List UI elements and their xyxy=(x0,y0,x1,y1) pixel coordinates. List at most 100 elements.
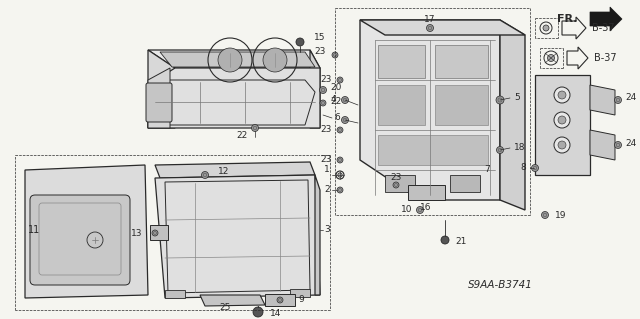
Polygon shape xyxy=(500,20,525,210)
Circle shape xyxy=(332,52,338,58)
Circle shape xyxy=(547,55,554,62)
Circle shape xyxy=(543,25,549,31)
Text: 17: 17 xyxy=(424,16,436,25)
Circle shape xyxy=(337,127,343,133)
Circle shape xyxy=(541,211,548,219)
Text: B-37: B-37 xyxy=(592,23,614,33)
Polygon shape xyxy=(360,20,525,35)
Text: 6: 6 xyxy=(334,114,340,122)
Polygon shape xyxy=(265,294,295,306)
Circle shape xyxy=(614,142,621,149)
Polygon shape xyxy=(200,295,265,306)
Text: 24: 24 xyxy=(625,93,636,102)
Polygon shape xyxy=(385,175,415,192)
Text: 23: 23 xyxy=(321,155,332,165)
Circle shape xyxy=(531,165,538,172)
Circle shape xyxy=(558,116,566,124)
Polygon shape xyxy=(315,175,320,295)
Polygon shape xyxy=(155,162,315,178)
Text: 3: 3 xyxy=(324,226,330,234)
Circle shape xyxy=(554,112,570,128)
Circle shape xyxy=(342,97,349,103)
FancyBboxPatch shape xyxy=(30,195,130,285)
Circle shape xyxy=(277,297,283,303)
Circle shape xyxy=(218,48,242,72)
Polygon shape xyxy=(150,225,168,240)
Text: 16: 16 xyxy=(420,204,432,212)
Polygon shape xyxy=(378,135,488,165)
Circle shape xyxy=(558,141,566,149)
Circle shape xyxy=(319,86,326,93)
Polygon shape xyxy=(155,175,320,298)
Circle shape xyxy=(320,100,326,106)
Circle shape xyxy=(342,116,349,123)
Circle shape xyxy=(426,25,433,32)
Circle shape xyxy=(338,173,342,177)
Text: 25: 25 xyxy=(220,303,230,313)
Circle shape xyxy=(393,182,399,188)
Circle shape xyxy=(496,96,504,104)
Polygon shape xyxy=(310,50,320,128)
Text: FR.: FR. xyxy=(557,14,577,24)
Polygon shape xyxy=(535,75,590,175)
Circle shape xyxy=(554,87,570,103)
Circle shape xyxy=(441,236,449,244)
Polygon shape xyxy=(25,165,148,298)
Polygon shape xyxy=(290,289,310,297)
Text: 8: 8 xyxy=(520,164,526,173)
Circle shape xyxy=(614,97,621,103)
Circle shape xyxy=(337,77,343,83)
Text: 21: 21 xyxy=(455,238,467,247)
Circle shape xyxy=(417,206,424,213)
FancyBboxPatch shape xyxy=(146,83,172,122)
Polygon shape xyxy=(148,50,320,68)
Text: 19: 19 xyxy=(555,211,566,219)
Circle shape xyxy=(263,48,287,72)
Circle shape xyxy=(337,157,343,163)
Circle shape xyxy=(554,137,570,153)
Polygon shape xyxy=(148,50,175,128)
Text: 10: 10 xyxy=(401,205,412,214)
Text: 18: 18 xyxy=(514,144,525,152)
Polygon shape xyxy=(378,45,425,78)
Polygon shape xyxy=(450,175,480,192)
Text: 15: 15 xyxy=(314,33,326,42)
Polygon shape xyxy=(590,130,615,160)
Text: B-37: B-37 xyxy=(594,53,616,63)
Text: 13: 13 xyxy=(131,228,142,238)
Circle shape xyxy=(558,91,566,99)
Text: 23: 23 xyxy=(390,174,402,182)
Polygon shape xyxy=(148,68,170,128)
Text: 22: 22 xyxy=(237,131,248,140)
Polygon shape xyxy=(360,20,500,200)
Text: 9: 9 xyxy=(298,295,304,305)
Text: 11: 11 xyxy=(28,225,40,235)
Text: 1: 1 xyxy=(324,166,330,174)
Text: 23: 23 xyxy=(321,125,332,135)
Text: 22: 22 xyxy=(330,97,341,106)
Polygon shape xyxy=(590,85,615,115)
Text: 12: 12 xyxy=(218,167,229,176)
Text: 2: 2 xyxy=(324,186,330,195)
Text: 20: 20 xyxy=(330,84,341,93)
Circle shape xyxy=(253,307,263,317)
Text: 23: 23 xyxy=(321,76,332,85)
Circle shape xyxy=(497,146,504,153)
Circle shape xyxy=(337,187,343,193)
Text: 23: 23 xyxy=(315,48,326,56)
Polygon shape xyxy=(435,85,488,125)
Circle shape xyxy=(152,230,158,236)
Text: 24: 24 xyxy=(625,138,636,147)
Circle shape xyxy=(252,124,259,131)
Polygon shape xyxy=(160,52,315,67)
Circle shape xyxy=(202,172,209,179)
Text: 7: 7 xyxy=(484,166,490,174)
Polygon shape xyxy=(408,185,445,200)
Polygon shape xyxy=(590,7,622,31)
Circle shape xyxy=(296,38,304,46)
Text: S9AA-B3741: S9AA-B3741 xyxy=(468,280,532,290)
Polygon shape xyxy=(165,290,185,298)
Text: 4: 4 xyxy=(330,95,336,105)
Text: 14: 14 xyxy=(270,308,282,317)
Polygon shape xyxy=(148,68,320,128)
